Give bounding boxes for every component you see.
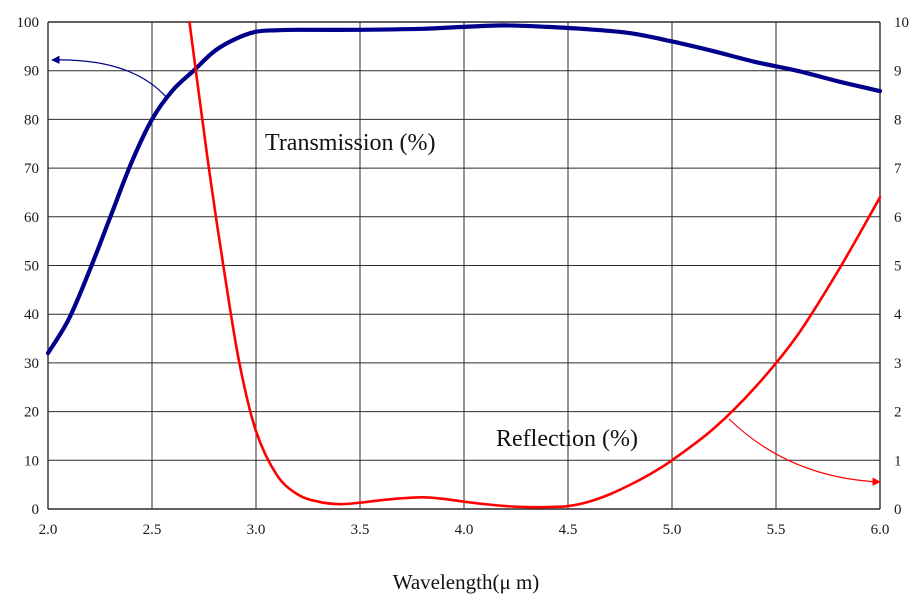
y-left-tick-label: 30 [24,356,39,372]
y-left-tick-label: 10 [24,453,39,469]
reflection-annotation: Reflection (%) [496,426,638,452]
y-right-tick-label: 7 [894,161,902,177]
x-tick-label: 6.0 [871,522,890,538]
x-tick-label: 5.0 [663,522,682,538]
x-tick-label: 2.0 [39,522,58,538]
tick-labels: 0 10 20 30 40 50 60 70 80 90 100 0 1 2 3 4 5 6 7 8 9 10 2.0 2.5… [17,15,910,538]
x-axis-label: Wavelength(μ m) [393,570,540,594]
transmission-annotation: Transmission (%) [265,130,435,156]
y-right-tick-label: 1 [894,453,902,469]
grid [47,21,881,510]
y-right-tick-label: 3 [894,356,902,372]
annotations: Transmission (%) Reflection (%) Waveleng… [51,55,881,594]
y-left-tick-label: 60 [24,210,39,226]
series-layer [45,20,883,509]
x-tick-label: 4.0 [455,522,474,538]
x-tick-label: 3.5 [351,522,370,538]
y-right-tick-label: 10 [894,15,909,31]
y-left-tick-label: 70 [24,161,39,177]
y-right-tick-label: 5 [894,259,902,275]
y-left-tick-label: 20 [24,405,39,421]
y-right-tick-label: 0 [894,502,902,518]
y-right-tick-label: 6 [894,210,902,226]
y-right-tick-label: 2 [894,405,902,421]
y-left-tick-label: 50 [24,259,39,275]
y-left-tick-label: 90 [24,64,39,80]
x-tick-label: 5.5 [767,522,786,538]
x-tick-label: 3.0 [247,522,266,538]
transmission-series-line [45,23,883,356]
y-left-tick-label: 0 [32,502,40,518]
x-tick-label: 4.5 [559,522,578,538]
y-left-tick-label: 80 [24,112,39,128]
y-right-tick-label: 4 [894,307,902,323]
y-left-tick-label: 100 [17,15,40,31]
y-right-tick-label: 8 [894,112,902,128]
x-tick-label: 2.5 [143,522,162,538]
y-left-tick-label: 40 [24,307,39,323]
y-right-tick-label: 9 [894,64,902,80]
reflection-series-line [188,20,882,509]
reflection-callout-arrow [728,418,881,486]
transmission-callout-arrow [51,55,168,99]
